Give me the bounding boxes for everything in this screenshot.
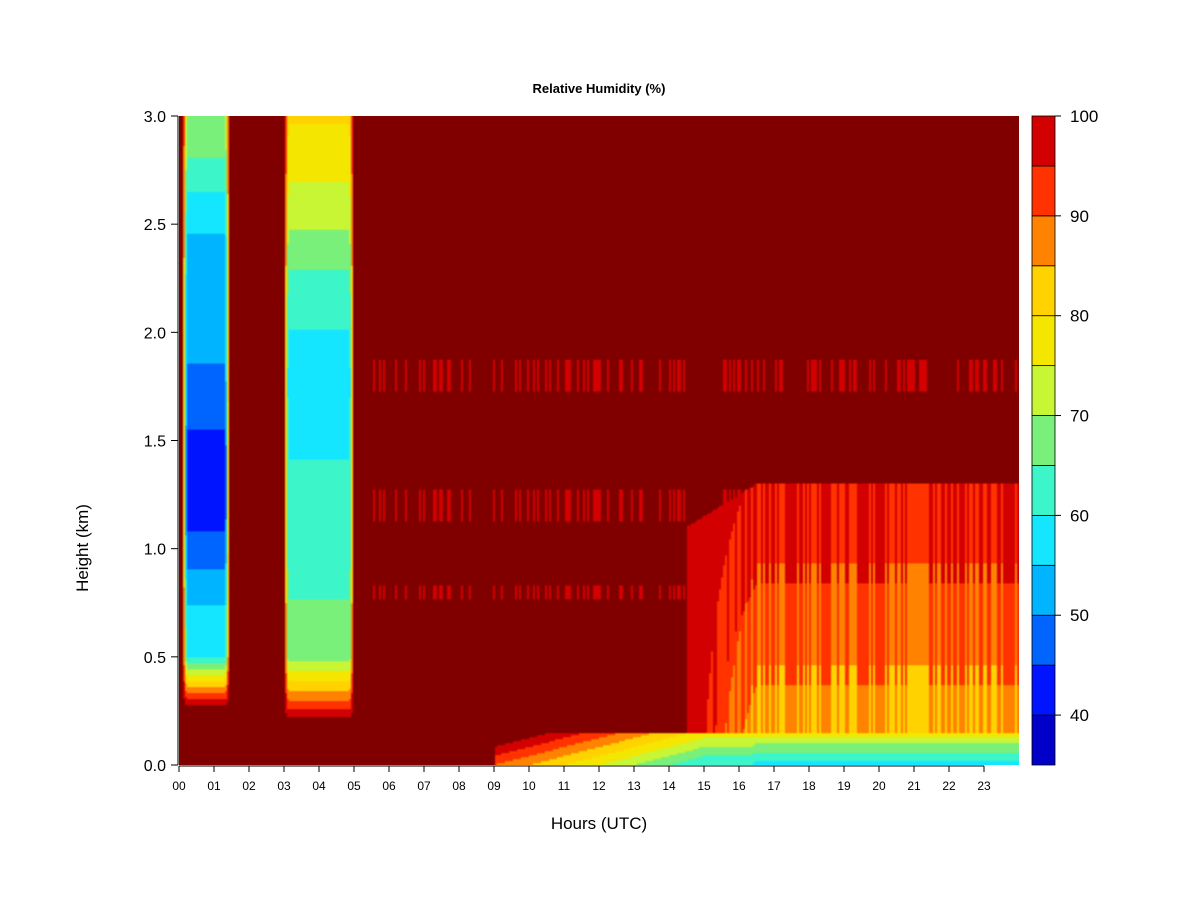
colorbar-swatch	[1031, 465, 1056, 516]
x-tick-label: 03	[277, 779, 291, 793]
heatmap-field	[179, 116, 1019, 765]
x-tick-label: 15	[697, 779, 711, 793]
x-tick-label: 07	[417, 779, 431, 793]
x-tick-label: 06	[382, 779, 396, 793]
y-tick-label: 1.5	[144, 434, 166, 451]
y-tick-label: 0.0	[144, 758, 166, 775]
x-tick-label: 16	[732, 779, 746, 793]
colorbar-swatch	[1031, 415, 1056, 466]
y-tick-label: 1.0	[144, 542, 166, 559]
colorbar-swatch	[1031, 614, 1056, 666]
x-tick-label: 17	[767, 779, 781, 793]
chart-title: Relative Humidity (%)	[533, 81, 666, 96]
y-tick-label: 0.5	[144, 650, 166, 667]
colorbar-swatch	[1031, 664, 1056, 716]
colorbar-swatch	[1031, 315, 1056, 367]
colorbar-tick-label: 50	[1070, 606, 1089, 625]
colorbar-swatch	[1031, 215, 1056, 267]
colorbar-swatch	[1031, 365, 1056, 416]
x-tick-label: 19	[837, 779, 851, 793]
colorbar-tick-label: 40	[1070, 706, 1089, 725]
colorbar-swatch	[1031, 514, 1056, 566]
x-tick-label: 12	[592, 779, 606, 793]
colorbar-swatch	[1031, 265, 1056, 317]
colorbar-tick-label: 90	[1070, 207, 1089, 226]
colorbar-tick-label: 60	[1070, 506, 1089, 525]
x-tick-label: 01	[207, 779, 221, 793]
x-tick-label: 22	[942, 779, 956, 793]
x-tick-label: 11	[558, 779, 571, 793]
colorbar-swatch	[1031, 165, 1056, 217]
y-tick-label: 3.0	[144, 109, 166, 126]
colorbar-tick-label: 70	[1070, 407, 1089, 426]
x-tick-label: 13	[627, 779, 641, 793]
plot-area	[179, 116, 1019, 765]
x-tick-label: 04	[312, 779, 326, 793]
x-tick-label: 10	[522, 779, 536, 793]
x-tick-label: 14	[662, 779, 676, 793]
colorbar-swatch	[1031, 714, 1056, 766]
x-tick-label: 08	[452, 779, 466, 793]
y-axis-label: Height (km)	[73, 504, 92, 592]
y-tick-label: 2.0	[144, 325, 166, 342]
x-tick-label: 05	[347, 779, 361, 793]
colorbar: 40 50 60 70 80 90 100	[1031, 107, 1098, 766]
x-tick-label: 09	[487, 779, 501, 793]
colorbar-swatch	[1031, 564, 1056, 616]
colorbar-tick-label: 80	[1070, 307, 1089, 326]
x-tick-label: 23	[977, 779, 991, 793]
x-tick-label: 18	[802, 779, 816, 793]
x-axis-label: Hours (UTC)	[551, 814, 647, 833]
y-axis: 0.0 0.5 1.0 1.5 2.0 2.5 3.0	[144, 109, 179, 775]
x-tick-label: 21	[907, 779, 921, 793]
x-tick-label: 00	[172, 779, 186, 793]
x-axis: 00 01 02 03 04 05 06 07 08 09 10 11 12 13 14 15 16 17 18 19…	[172, 765, 991, 793]
colorbar-swatch	[1031, 115, 1056, 167]
x-tick-label: 20	[872, 779, 886, 793]
y-tick-label: 2.5	[144, 217, 166, 234]
x-tick-label: 02	[242, 779, 256, 793]
colorbar-tick-label: 100	[1070, 107, 1098, 126]
